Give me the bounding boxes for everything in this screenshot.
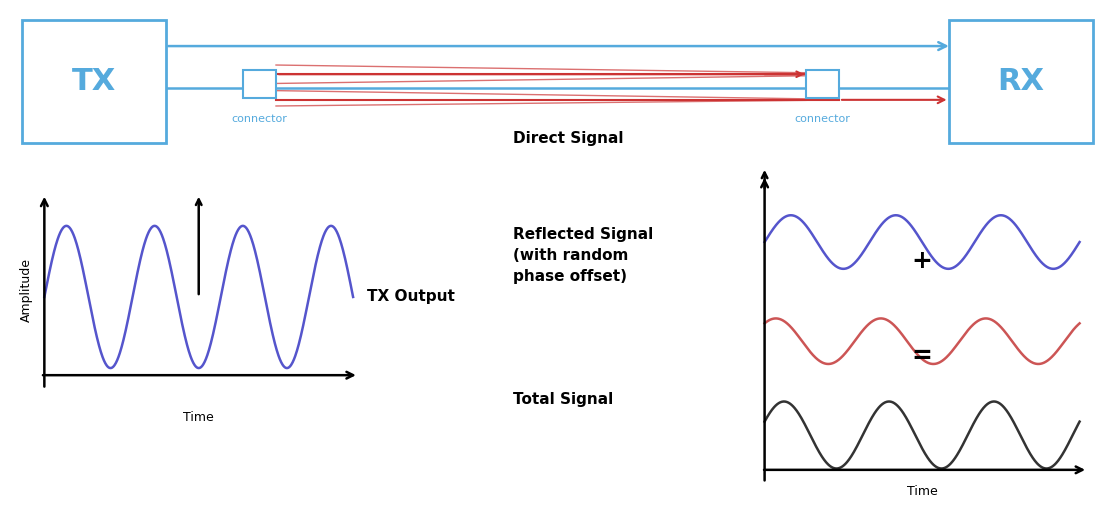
Text: Amplitude: Amplitude (20, 258, 33, 322)
Text: Direct Signal: Direct Signal (513, 131, 624, 146)
Text: =: = (912, 344, 932, 368)
Text: connector: connector (795, 114, 850, 124)
Text: Total Signal: Total Signal (513, 392, 614, 407)
Text: RX: RX (998, 68, 1044, 96)
Text: Time: Time (906, 485, 937, 498)
Text: Reflected Signal
(with random
phase offset): Reflected Signal (with random phase offs… (513, 227, 654, 285)
Text: TX Output: TX Output (368, 289, 455, 305)
Text: connector: connector (232, 114, 287, 124)
Text: +: + (912, 249, 932, 273)
Text: Time: Time (183, 411, 214, 424)
Text: TX: TX (72, 68, 116, 96)
